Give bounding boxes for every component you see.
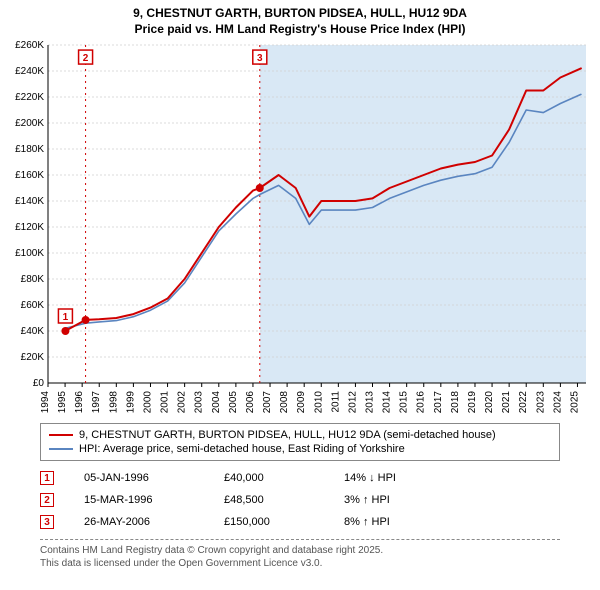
transaction-date: 26-MAY-2006 — [84, 516, 194, 528]
svg-text:£220K: £220K — [15, 92, 44, 103]
svg-text:£260K: £260K — [15, 40, 44, 51]
table-row: 1 05-JAN-1996 £40,000 14% ↓ HPI — [40, 467, 560, 489]
svg-text:2013: 2013 — [365, 391, 376, 414]
svg-text:2023: 2023 — [535, 391, 546, 414]
svg-text:2: 2 — [83, 53, 89, 64]
svg-text:1999: 1999 — [125, 391, 136, 414]
svg-text:2025: 2025 — [569, 391, 580, 414]
svg-text:2020: 2020 — [484, 391, 495, 414]
svg-text:2000: 2000 — [142, 391, 153, 414]
marker-box-icon: 2 — [40, 493, 54, 507]
svg-text:2001: 2001 — [160, 391, 171, 414]
svg-text:2012: 2012 — [347, 391, 358, 414]
legend-item: HPI: Average price, semi-detached house,… — [49, 442, 551, 456]
transaction-date: 15-MAR-1996 — [84, 494, 194, 506]
svg-text:£200K: £200K — [15, 118, 44, 129]
svg-text:£40K: £40K — [21, 326, 45, 337]
svg-text:2019: 2019 — [467, 391, 478, 414]
svg-text:2014: 2014 — [382, 391, 393, 414]
marker-box-icon: 1 — [40, 471, 54, 485]
svg-text:2005: 2005 — [228, 391, 239, 414]
svg-text:1997: 1997 — [91, 391, 102, 414]
svg-text:2018: 2018 — [450, 391, 461, 414]
legend-box: 9, CHESTNUT GARTH, BURTON PIDSEA, HULL, … — [40, 423, 560, 461]
table-row: 3 26-MAY-2006 £150,000 8% ↑ HPI — [40, 511, 560, 533]
footer-line1: Contains HM Land Registry data © Crown c… — [40, 544, 560, 557]
svg-text:1998: 1998 — [108, 391, 119, 414]
chart-area: £0 £20K £40K £60K £80K £100K £120K £140K £160K £1… — [0, 39, 600, 419]
svg-text:1995: 1995 — [57, 391, 68, 414]
footer-attribution: Contains HM Land Registry data © Crown c… — [40, 539, 560, 570]
transaction-price: £150,000 — [224, 516, 314, 528]
svg-text:£0: £0 — [33, 378, 45, 389]
transaction-price: £48,500 — [224, 494, 314, 506]
svg-text:£140K: £140K — [15, 196, 44, 207]
svg-text:3: 3 — [257, 53, 263, 64]
legend-label: 9, CHESTNUT GARTH, BURTON PIDSEA, HULL, … — [79, 429, 496, 441]
transaction-diff: 14% ↓ HPI — [344, 472, 434, 484]
svg-text:2015: 2015 — [399, 391, 410, 414]
svg-text:2009: 2009 — [296, 391, 307, 414]
svg-text:£120K: £120K — [15, 222, 44, 233]
svg-text:2017: 2017 — [433, 391, 444, 414]
legend-swatch — [49, 434, 73, 436]
svg-text:£80K: £80K — [21, 274, 45, 285]
svg-text:2016: 2016 — [416, 391, 427, 414]
svg-text:2022: 2022 — [518, 391, 529, 414]
svg-text:£160K: £160K — [15, 170, 44, 181]
legend-label: HPI: Average price, semi-detached house,… — [79, 443, 405, 455]
transaction-diff: 3% ↑ HPI — [344, 494, 434, 506]
svg-text:1: 1 — [63, 312, 69, 323]
svg-text:2008: 2008 — [279, 391, 290, 414]
svg-text:£180K: £180K — [15, 144, 44, 155]
chart-header: 9, CHESTNUT GARTH, BURTON PIDSEA, HULL, … — [0, 0, 600, 39]
svg-text:1996: 1996 — [74, 391, 85, 414]
transaction-date: 05-JAN-1996 — [84, 472, 194, 484]
svg-text:£240K: £240K — [15, 66, 44, 77]
table-row: 2 15-MAR-1996 £48,500 3% ↑ HPI — [40, 489, 560, 511]
transactions-table: 1 05-JAN-1996 £40,000 14% ↓ HPI 2 15-MAR… — [40, 467, 560, 533]
svg-text:2007: 2007 — [262, 391, 273, 414]
svg-text:2004: 2004 — [211, 391, 222, 414]
svg-text:1994: 1994 — [40, 391, 51, 414]
svg-text:2011: 2011 — [330, 391, 341, 413]
line-chart-svg: £0 £20K £40K £60K £80K £100K £120K £140K £160K £1… — [0, 39, 600, 419]
svg-text:£100K: £100K — [15, 248, 44, 259]
svg-text:2006: 2006 — [245, 391, 256, 414]
title-line1: 9, CHESTNUT GARTH, BURTON PIDSEA, HULL, … — [8, 6, 592, 22]
transaction-price: £40,000 — [224, 472, 314, 484]
svg-text:2003: 2003 — [194, 391, 205, 414]
svg-text:2002: 2002 — [177, 391, 188, 414]
svg-text:2010: 2010 — [313, 391, 324, 414]
title-line2: Price paid vs. HM Land Registry's House … — [8, 22, 592, 38]
svg-text:£20K: £20K — [21, 352, 45, 363]
svg-text:£60K: £60K — [21, 300, 45, 311]
marker-box-icon: 3 — [40, 515, 54, 529]
svg-text:2021: 2021 — [501, 391, 512, 414]
legend-item: 9, CHESTNUT GARTH, BURTON PIDSEA, HULL, … — [49, 428, 551, 442]
legend-swatch — [49, 448, 73, 450]
transaction-diff: 8% ↑ HPI — [344, 516, 434, 528]
svg-text:2024: 2024 — [552, 391, 563, 414]
footer-line2: This data is licensed under the Open Gov… — [40, 557, 560, 570]
